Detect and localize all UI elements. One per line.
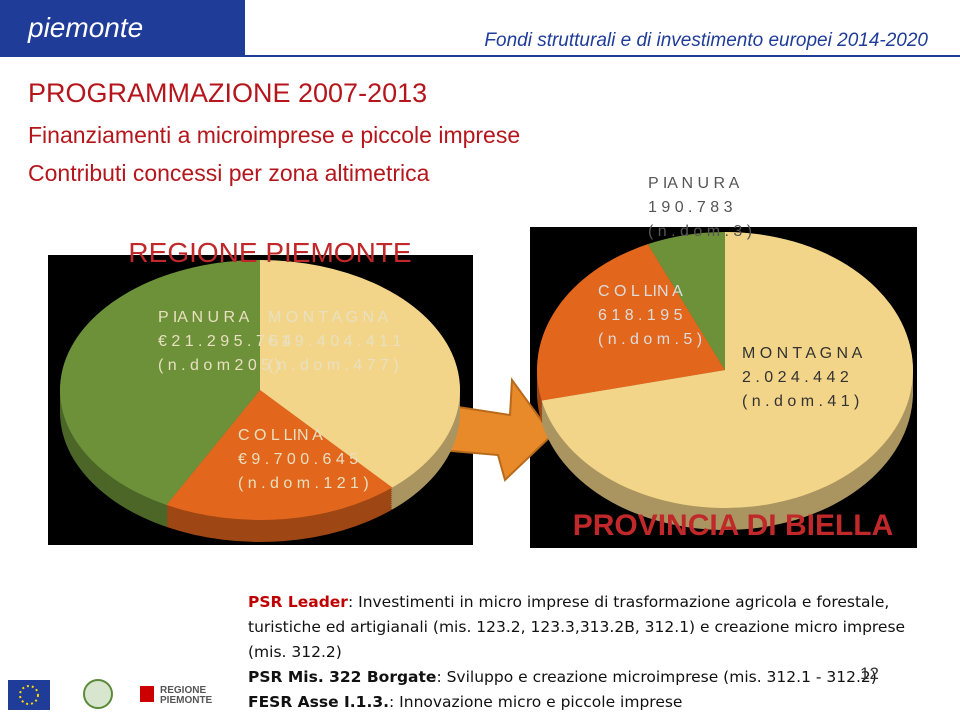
pie-slice [647,232,725,370]
paragraph: PSR Mis. 322 Borgate: Sviluppo e creazio… [248,665,938,690]
pie-slice [166,390,393,520]
pie-slice [59,260,261,505]
subtitle: Finanziamenti a microimprese e piccole i… [28,122,521,148]
slice-label: M O N T A G N A [742,345,863,362]
text-run: PSR Mis. 322 Borgate [248,668,437,686]
eu-stars [19,685,39,705]
pie-slice [260,260,460,488]
value-label: 2 . 0 2 4 . 4 4 2 [742,369,849,386]
slice-note: ( n . d o m . 4 7 7 ) [268,357,399,374]
page-number: 12 [860,664,879,683]
slice-note: ( n . d o m 2 0 5 ) [158,357,280,374]
title: PROGRAMMAZIONE 2007-2013 [28,78,428,108]
text-run: : Investimenti in micro imprese di trasf… [248,593,906,661]
body-text: PSR Leader: Investimenti in micro impres… [248,590,938,715]
slice-label: C O L LIN A [598,283,683,300]
paragraph: PSR Leader: Investimenti in micro impres… [248,590,938,665]
pie-slice [541,232,913,509]
slice-label: P IA N U R A [648,175,740,192]
text-run: PSR Leader [248,593,348,611]
text-run: FESR Asse I.1.3. [248,693,390,711]
slice-note: ( n . d o m . 1 2 1 ) [238,475,369,492]
header-rule [0,55,960,57]
value-label: € 1 9 . 4 0 4 . 4 1 1 [268,333,402,350]
subtitle: Contributi concessi per zona altimetrica [28,160,430,186]
slice-note: ( n . d o m . 5 ) [598,331,702,348]
slice-label: P IA N U R A [158,309,250,326]
slice-label: M O N T A G N A [268,309,389,326]
pie-slice [536,244,725,401]
slice-note: ( n . d o m . 4 1 ) [742,393,859,410]
chart-title: PROVINCIA DI BIELLA [573,509,894,542]
value-label: 1 9 0 . 7 8 3 [648,199,733,216]
value-label: 6 1 8 . 1 9 5 [598,307,683,324]
paragraph: FESR Asse I.1.3.: Innovazione micro e pi… [248,690,938,715]
tagline: Fondi strutturali e di investimento euro… [484,30,928,51]
region-logo [140,686,154,702]
value-label: € 2 1 . 2 9 5 . 7 5 4 [158,333,292,350]
chart-title: REGIONE PIEMONTE [128,237,411,268]
slice-label: C O L LIN A [238,427,323,444]
header-box: piemonte [0,0,245,55]
emblem [83,679,113,709]
text-run: : Innovazione micro e piccole imprese [389,693,683,711]
brand: piemonte [28,12,144,43]
logo-text: REGIONE PIEMONTE [160,685,213,706]
value-label: € 9 . 7 0 0 . 6 4 5 [238,451,358,468]
text-run: : Sviluppo e creazione microimprese (mis… [436,668,877,686]
slice-note: ( n . d o m . 3 ) [648,223,752,240]
eu-flag [8,680,50,710]
